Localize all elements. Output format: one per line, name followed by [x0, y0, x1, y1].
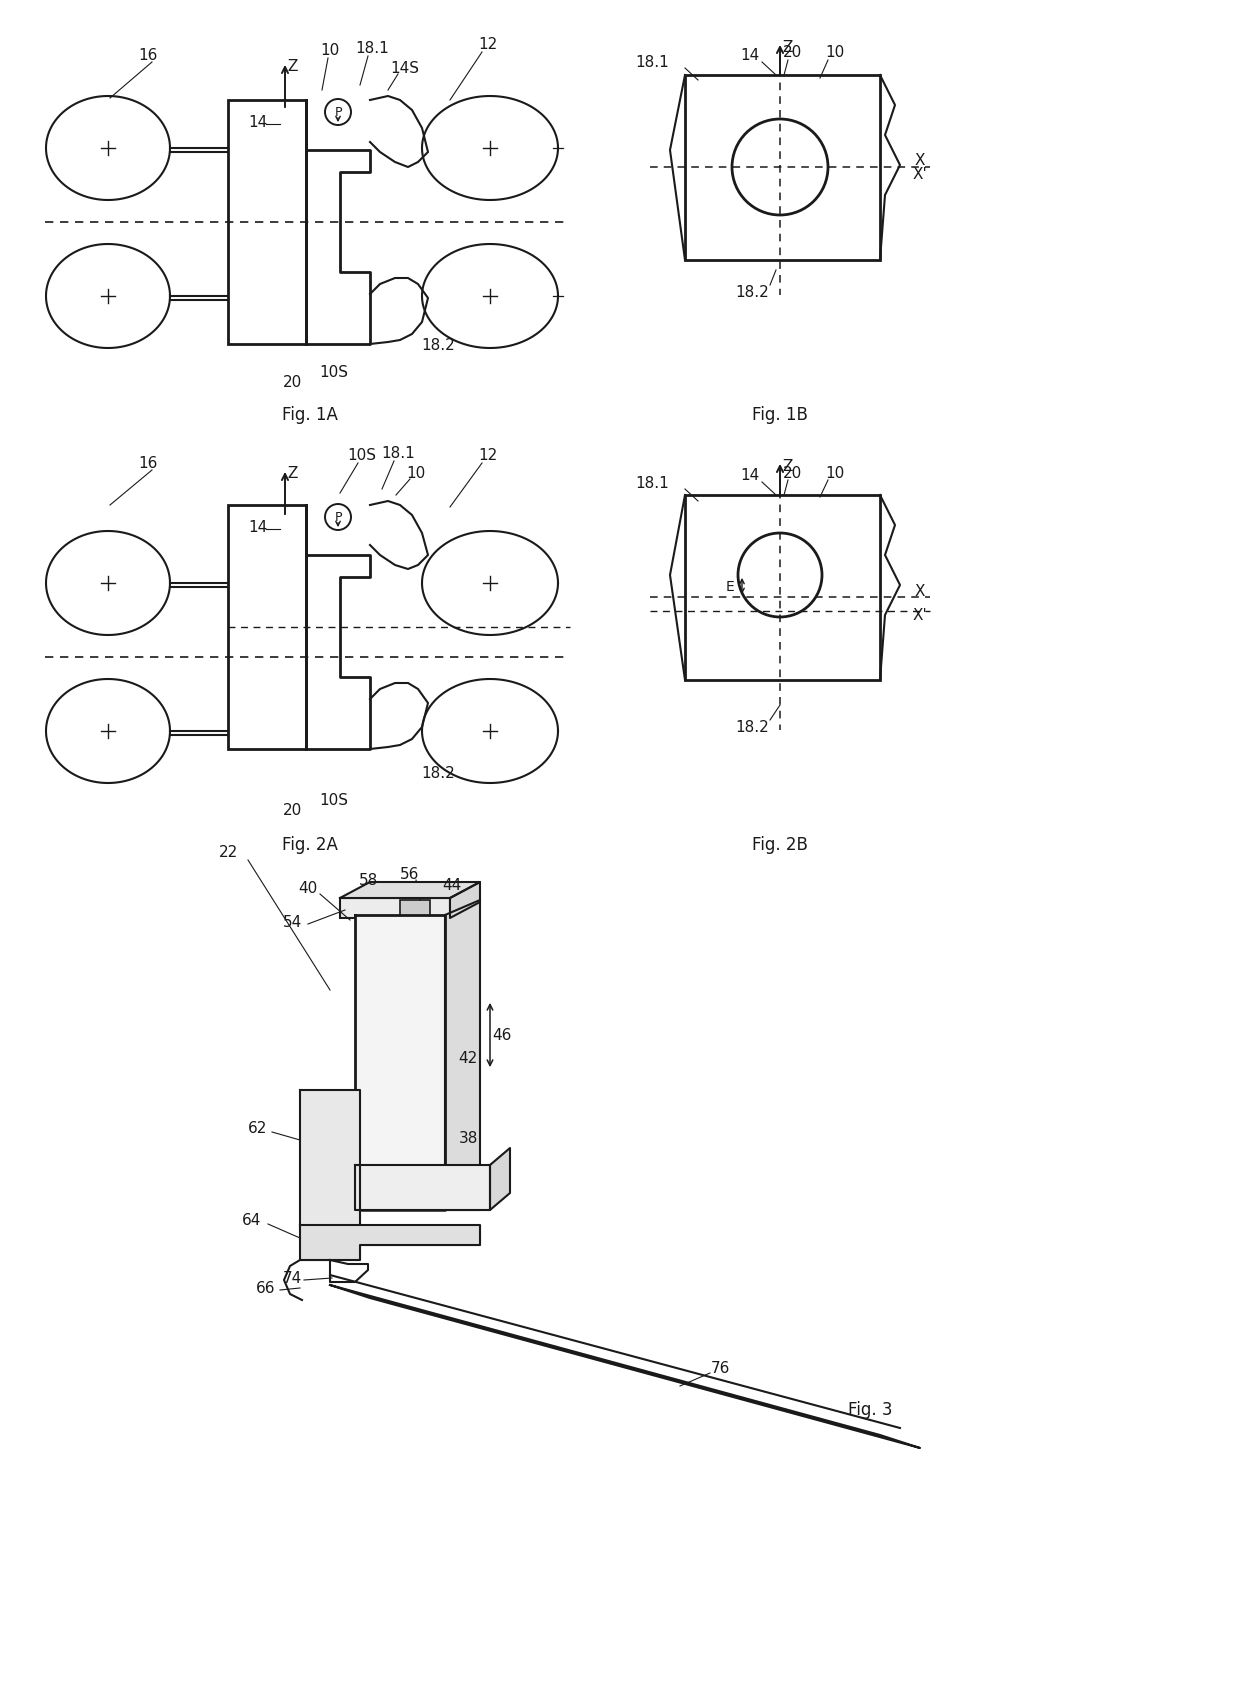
Text: 14: 14 [740, 467, 760, 482]
Polygon shape [330, 1284, 920, 1448]
Text: Fig. 2B: Fig. 2B [753, 836, 808, 854]
Polygon shape [445, 900, 480, 1210]
Text: 18.2: 18.2 [735, 719, 769, 734]
Polygon shape [300, 1090, 360, 1230]
Text: P: P [335, 105, 342, 118]
Text: 16: 16 [139, 455, 157, 470]
Text: 44: 44 [443, 878, 461, 892]
Text: 14: 14 [248, 519, 268, 535]
Text: 22: 22 [218, 844, 238, 860]
Text: 10: 10 [320, 42, 340, 58]
Polygon shape [450, 882, 480, 919]
Text: 20: 20 [782, 465, 801, 481]
Polygon shape [340, 882, 480, 898]
Text: 64: 64 [242, 1213, 262, 1227]
Text: X: X [915, 152, 925, 168]
Text: P: P [335, 511, 342, 523]
Text: Fig. 3: Fig. 3 [848, 1401, 893, 1420]
Text: 10: 10 [826, 465, 844, 481]
Bar [684, 496, 880, 680]
Text: Z: Z [288, 59, 298, 73]
Polygon shape [355, 915, 445, 1210]
Bar [340, 898, 450, 919]
Text: 18.2: 18.2 [422, 337, 455, 352]
Text: 14: 14 [248, 115, 268, 130]
Polygon shape [490, 1147, 510, 1210]
Bar [228, 504, 306, 750]
Text: 10S: 10S [320, 364, 348, 379]
Text: 38: 38 [459, 1130, 477, 1145]
Text: 12: 12 [479, 37, 497, 51]
Text: 76: 76 [711, 1360, 729, 1376]
Text: Fig. 1A: Fig. 1A [281, 406, 339, 425]
Text: 14: 14 [740, 47, 760, 63]
Text: 20: 20 [283, 374, 301, 389]
Text: 74: 74 [283, 1271, 301, 1286]
Text: 40: 40 [299, 880, 317, 895]
Text: 18.1: 18.1 [635, 475, 668, 491]
Text: Z: Z [288, 465, 298, 481]
Bar [228, 100, 306, 343]
Bar [401, 900, 430, 915]
Text: X: X [915, 584, 925, 599]
Polygon shape [355, 1166, 490, 1210]
Text: 20: 20 [782, 44, 801, 59]
Text: 18.1: 18.1 [355, 41, 389, 56]
Bar [684, 74, 880, 261]
Text: X': X' [913, 166, 928, 181]
Text: X': X' [913, 607, 928, 623]
Polygon shape [300, 1225, 480, 1261]
Text: 20: 20 [283, 802, 301, 817]
Text: 54: 54 [283, 914, 301, 929]
Text: 42: 42 [459, 1051, 477, 1066]
Text: 18.2: 18.2 [422, 765, 455, 780]
Text: 14S: 14S [391, 61, 419, 76]
Text: Fig. 1B: Fig. 1B [753, 406, 808, 425]
Text: 10S: 10S [347, 447, 377, 462]
Text: 58: 58 [358, 873, 378, 888]
Text: 62: 62 [248, 1120, 268, 1135]
Text: 12: 12 [479, 447, 497, 462]
Text: 16: 16 [139, 47, 157, 63]
Text: Z: Z [782, 459, 794, 474]
Text: 10: 10 [826, 44, 844, 59]
Text: 10S: 10S [320, 792, 348, 807]
Text: Fig. 2A: Fig. 2A [281, 836, 339, 854]
Text: 10: 10 [407, 465, 425, 481]
Text: E: E [725, 580, 734, 594]
Text: 18.2: 18.2 [735, 284, 769, 299]
Text: 56: 56 [401, 866, 419, 882]
Text: 18.1: 18.1 [635, 54, 668, 69]
Text: Z: Z [782, 39, 794, 54]
Text: 66: 66 [257, 1281, 275, 1296]
Text: 18.1: 18.1 [381, 445, 415, 460]
Text: 46: 46 [492, 1027, 512, 1042]
